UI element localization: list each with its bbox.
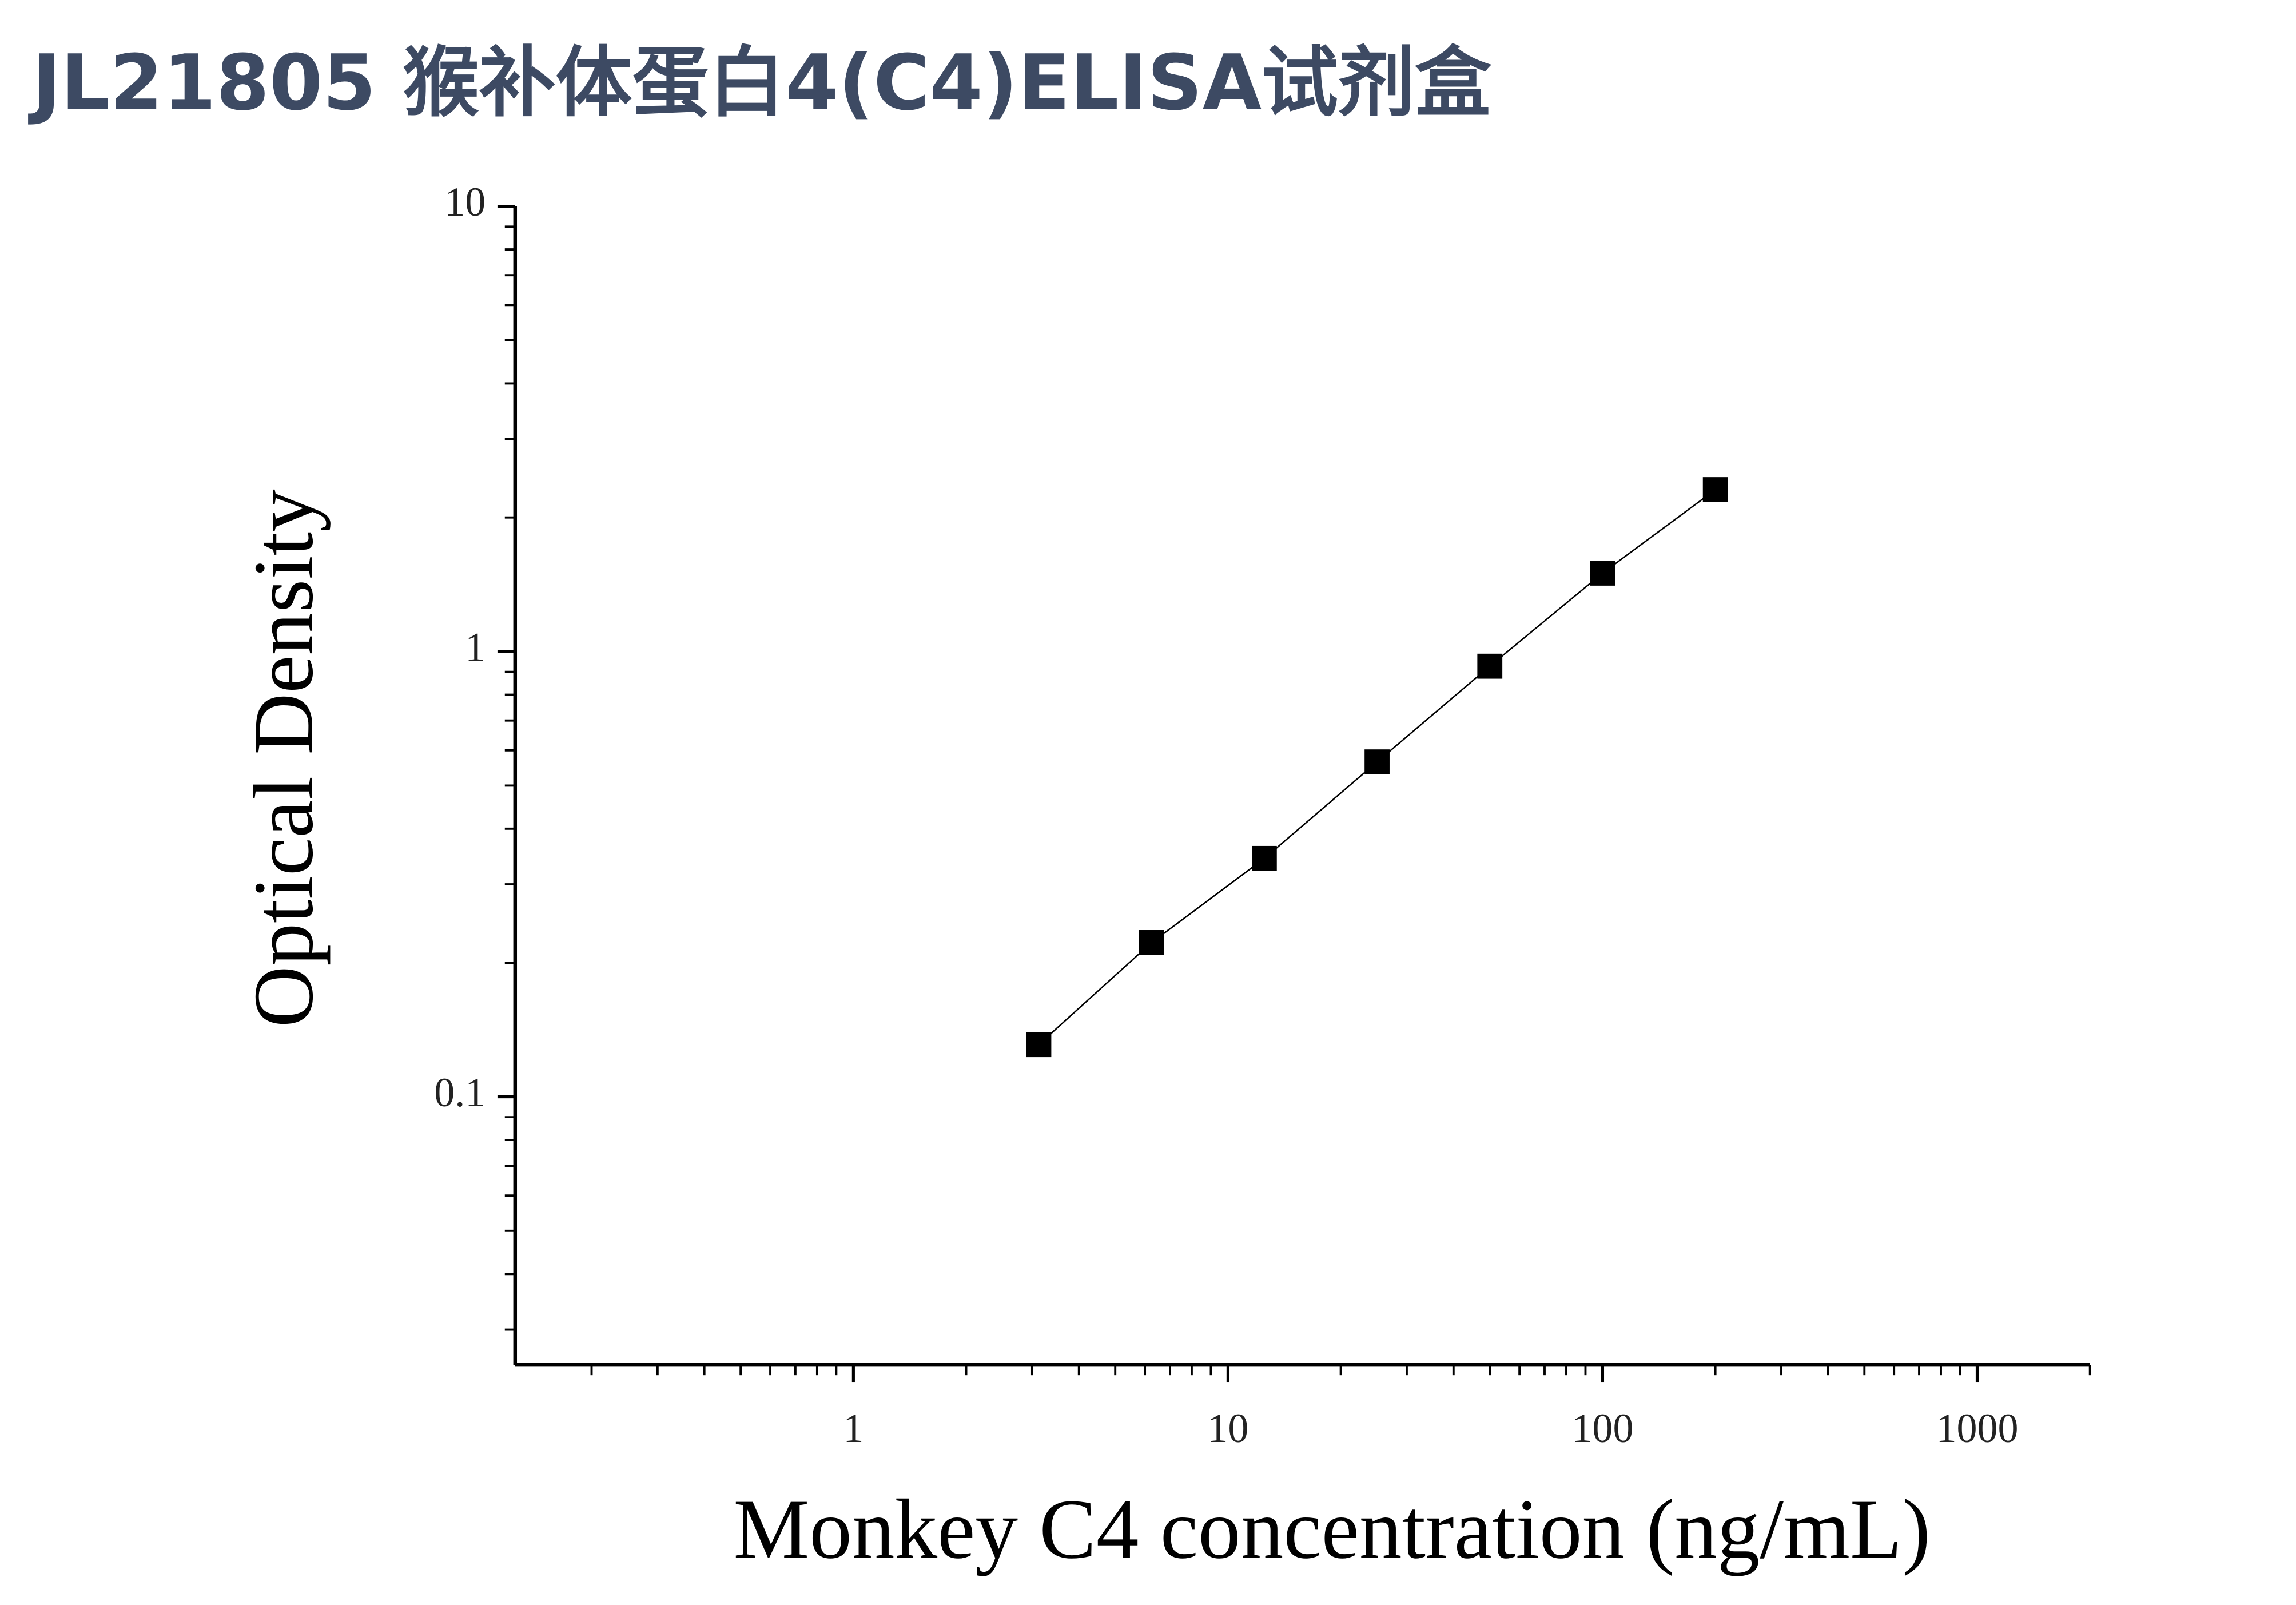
data-point: [1026, 1032, 1052, 1058]
y-tick-label: 10: [444, 179, 486, 225]
data-point: [1702, 477, 1728, 502]
x-tick-label: 1000: [1936, 1405, 2018, 1451]
y-tick-label: 1: [465, 625, 486, 670]
y-tick-label: 0.1: [434, 1070, 486, 1115]
data-point: [1477, 653, 1503, 679]
data-point: [1139, 930, 1164, 955]
x-tick-label: 10: [1207, 1405, 1248, 1451]
x-tick-label: 1: [843, 1405, 864, 1451]
y-axis-title: Optical Density: [237, 489, 331, 1027]
chart-title: JL21805 猴补体蛋白4(C4)ELISA试剂盒: [28, 38, 1492, 128]
data-point: [1364, 749, 1390, 774]
x-tick-label: 100: [1571, 1405, 1633, 1451]
x-axis-title: Monkey C4 concentration (ng/mL): [734, 1482, 1931, 1576]
data-point: [1590, 561, 1615, 586]
data-point: [1252, 845, 1277, 871]
